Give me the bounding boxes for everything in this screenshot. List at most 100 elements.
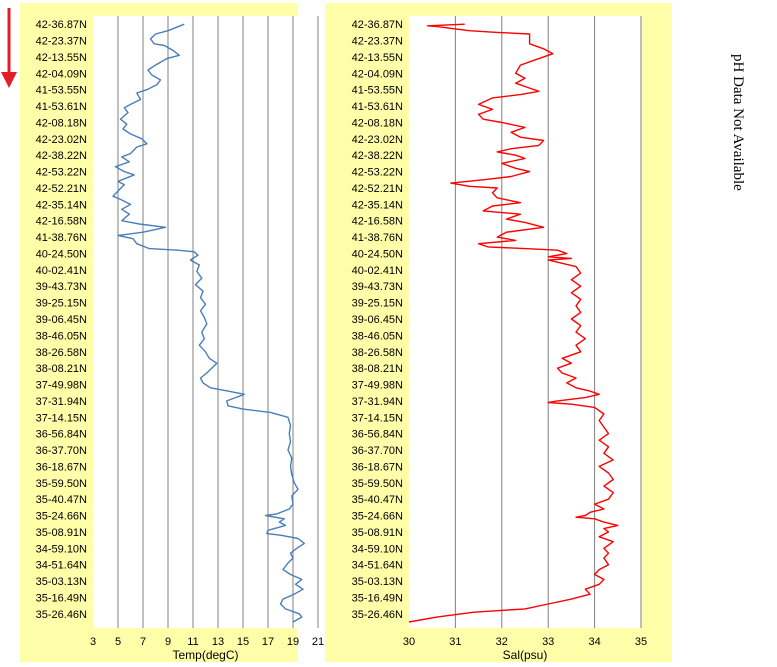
temp-y-tick-label: 35-03.13N bbox=[36, 576, 87, 588]
temp-y-tick-label: 41-53.55N bbox=[36, 85, 87, 97]
temp-x-tick-label: 9 bbox=[165, 636, 171, 648]
sal-y-tick-label: 42-52.21N bbox=[352, 183, 403, 195]
sal-y-tick-label: 42-53.22N bbox=[352, 167, 403, 179]
temp-y-tick-label: 37-49.98N bbox=[36, 380, 87, 392]
sal-y-tick-label: 35-16.49N bbox=[352, 592, 403, 604]
temp-x-tick-label: 7 bbox=[140, 636, 146, 648]
temp-x-tick-label: 19 bbox=[287, 636, 299, 648]
temp-x-tick-label: 11 bbox=[187, 636, 198, 648]
temp-y-tick-label: 39-25.15N bbox=[36, 298, 87, 310]
temp-y-tick-label: 36-56.84N bbox=[36, 429, 87, 441]
temp-x-tick-label: 5 bbox=[115, 636, 121, 648]
sal-y-tick-label: 36-56.84N bbox=[352, 429, 403, 441]
temp-y-tick-label: 39-43.73N bbox=[36, 281, 87, 293]
sal-y-tick-label: 38-26.58N bbox=[352, 347, 403, 359]
sal-y-tick-label: 39-25.15N bbox=[352, 298, 403, 310]
sal-y-tick-label: 42-16.58N bbox=[352, 216, 403, 228]
sal-y-tick-label: 41-53.55N bbox=[352, 85, 403, 97]
temp-y-tick-label: 38-08.21N bbox=[36, 363, 87, 375]
temp-y-tick-label: 41-53.61N bbox=[36, 101, 87, 113]
sal-y-tick-label: 40-02.41N bbox=[352, 265, 403, 277]
temp-y-tick-label: 42-38.22N bbox=[36, 150, 87, 162]
temp-y-tick-label: 35-59.50N bbox=[36, 478, 87, 490]
temp-series-line bbox=[112, 23, 305, 623]
temp-y-tick-label: 35-08.91N bbox=[36, 527, 87, 539]
sal-y-tick-label: 35-40.47N bbox=[352, 494, 403, 506]
sal-y-tick-label: 42-08.18N bbox=[352, 117, 403, 129]
temp-y-tick-label: 38-26.58N bbox=[36, 347, 87, 359]
temp-y-tick-label: 42-13.55N bbox=[36, 52, 87, 64]
temp-y-tick-label: 35-24.66N bbox=[36, 511, 87, 523]
temp-y-tick-label: 36-18.67N bbox=[36, 461, 87, 473]
temp-y-tick-label: 34-59.10N bbox=[36, 543, 87, 555]
sal-y-tick-label: 35-59.50N bbox=[352, 478, 403, 490]
temp-y-tick-label: 42-23.02N bbox=[36, 134, 87, 146]
side-note: pH Data Not Available bbox=[730, 54, 746, 191]
temp-y-tick-label: 39-06.45N bbox=[36, 314, 87, 326]
sal-y-tick-label: 42-23.37N bbox=[352, 36, 403, 48]
temp-x-axis-title: Temp(degC) bbox=[172, 648, 238, 662]
sal-y-tick-label: 35-03.13N bbox=[352, 576, 403, 588]
sal-y-tick-label: 35-08.91N bbox=[352, 527, 403, 539]
temp-y-tick-label: 42-08.18N bbox=[36, 117, 87, 129]
temp-y-tick-label: 34-51.64N bbox=[36, 560, 87, 572]
temp-y-tick-label: 35-40.47N bbox=[36, 494, 87, 506]
sal-x-tick-label: 30 bbox=[403, 636, 415, 648]
temp-y-tick-label: 35-16.49N bbox=[36, 592, 87, 604]
sal-y-tick-label: 35-24.66N bbox=[352, 511, 403, 523]
temp-x-tick-label: 3 bbox=[90, 636, 96, 648]
sal-y-tick-label: 42-04.09N bbox=[352, 68, 403, 80]
sal-y-tick-label: 36-37.70N bbox=[352, 445, 403, 457]
sal-y-tick-label: 35-26.46N bbox=[352, 609, 403, 621]
temp-x-tick-label: 13 bbox=[212, 636, 224, 648]
temp-y-tick-label: 42-52.21N bbox=[36, 183, 87, 195]
temp-y-tick-label: 37-14.15N bbox=[36, 412, 87, 424]
temp-y-tick-label: 36-37.70N bbox=[36, 445, 87, 457]
sal-x-tick-label: 31 bbox=[449, 636, 461, 648]
temp-y-tick-label: 40-24.50N bbox=[36, 248, 87, 260]
sal-y-tick-label: 38-08.21N bbox=[352, 363, 403, 375]
sal-y-tick-label: 42-35.14N bbox=[352, 199, 403, 211]
sal-y-tick-label: 34-59.10N bbox=[352, 543, 403, 555]
temp-y-tick-label: 42-35.14N bbox=[36, 199, 87, 211]
sal-y-tick-label: 42-13.55N bbox=[352, 52, 403, 64]
sal-y-tick-label: 36-18.67N bbox=[352, 461, 403, 473]
sal-x-tick-label: 32 bbox=[496, 636, 508, 648]
temp-y-tick-label: 37-31.94N bbox=[36, 396, 87, 408]
sal-y-tick-label: 37-49.98N bbox=[352, 380, 403, 392]
sal-y-tick-label: 34-51.64N bbox=[352, 560, 403, 572]
sal-x-tick-label: 33 bbox=[542, 636, 554, 648]
sal-y-tick-label: 39-43.73N bbox=[352, 281, 403, 293]
sal-x-axis-title: Sal(psu) bbox=[503, 648, 548, 662]
down-arrow-icon bbox=[1, 8, 17, 88]
sal-y-tick-label: 42-36.87N bbox=[352, 19, 403, 31]
temp-y-tick-label: 40-02.41N bbox=[36, 265, 87, 277]
temp-y-tick-label: 35-26.46N bbox=[36, 609, 87, 621]
sal-y-tick-label: 42-23.02N bbox=[352, 134, 403, 146]
salinity-chart: 30 31 32 33 34 35 42-36.87N 42-23.37N 42-13.55N 4… bbox=[325, 3, 672, 662]
sal-y-tick-label: 41-53.61N bbox=[352, 101, 403, 113]
sal-y-tick-label: 42-38.22N bbox=[352, 150, 403, 162]
temp-y-tick-label: 42-04.09N bbox=[36, 68, 87, 80]
sal-x-tick-label: 34 bbox=[588, 636, 600, 648]
sal-y-tick-label: 37-14.15N bbox=[352, 412, 403, 424]
temp-x-tick-label: 15 bbox=[237, 636, 249, 648]
temp-y-tick-label: 42-53.22N bbox=[36, 167, 87, 179]
sal-y-tick-label: 37-31.94N bbox=[352, 396, 403, 408]
temperature-chart: 3 5 7 9 11 13 15 17 19 21 42-36.87N 42-23.37N 42-13.… bbox=[20, 3, 324, 662]
temp-x-tick-label: 21 bbox=[312, 636, 324, 648]
sal-plot-area bbox=[409, 16, 641, 628]
sal-y-tick-label: 38-46.05N bbox=[352, 330, 403, 342]
sal-series-line bbox=[408, 23, 619, 623]
sal-x-tick-label: 35 bbox=[635, 636, 647, 648]
temp-y-tick-label: 38-46.05N bbox=[36, 330, 87, 342]
sal-y-tick-label: 41-38.76N bbox=[352, 232, 403, 244]
temp-y-tick-label: 42-23.37N bbox=[36, 36, 87, 48]
sal-y-tick-label: 39-06.45N bbox=[352, 314, 403, 326]
sal-y-tick-label: 40-24.50N bbox=[352, 248, 403, 260]
temp-x-tick-label: 17 bbox=[262, 636, 274, 648]
temp-y-tick-label: 42-36.87N bbox=[36, 19, 87, 31]
temp-y-tick-label: 42-16.58N bbox=[36, 216, 87, 228]
temp-y-tick-label: 41-38.76N bbox=[36, 232, 87, 244]
